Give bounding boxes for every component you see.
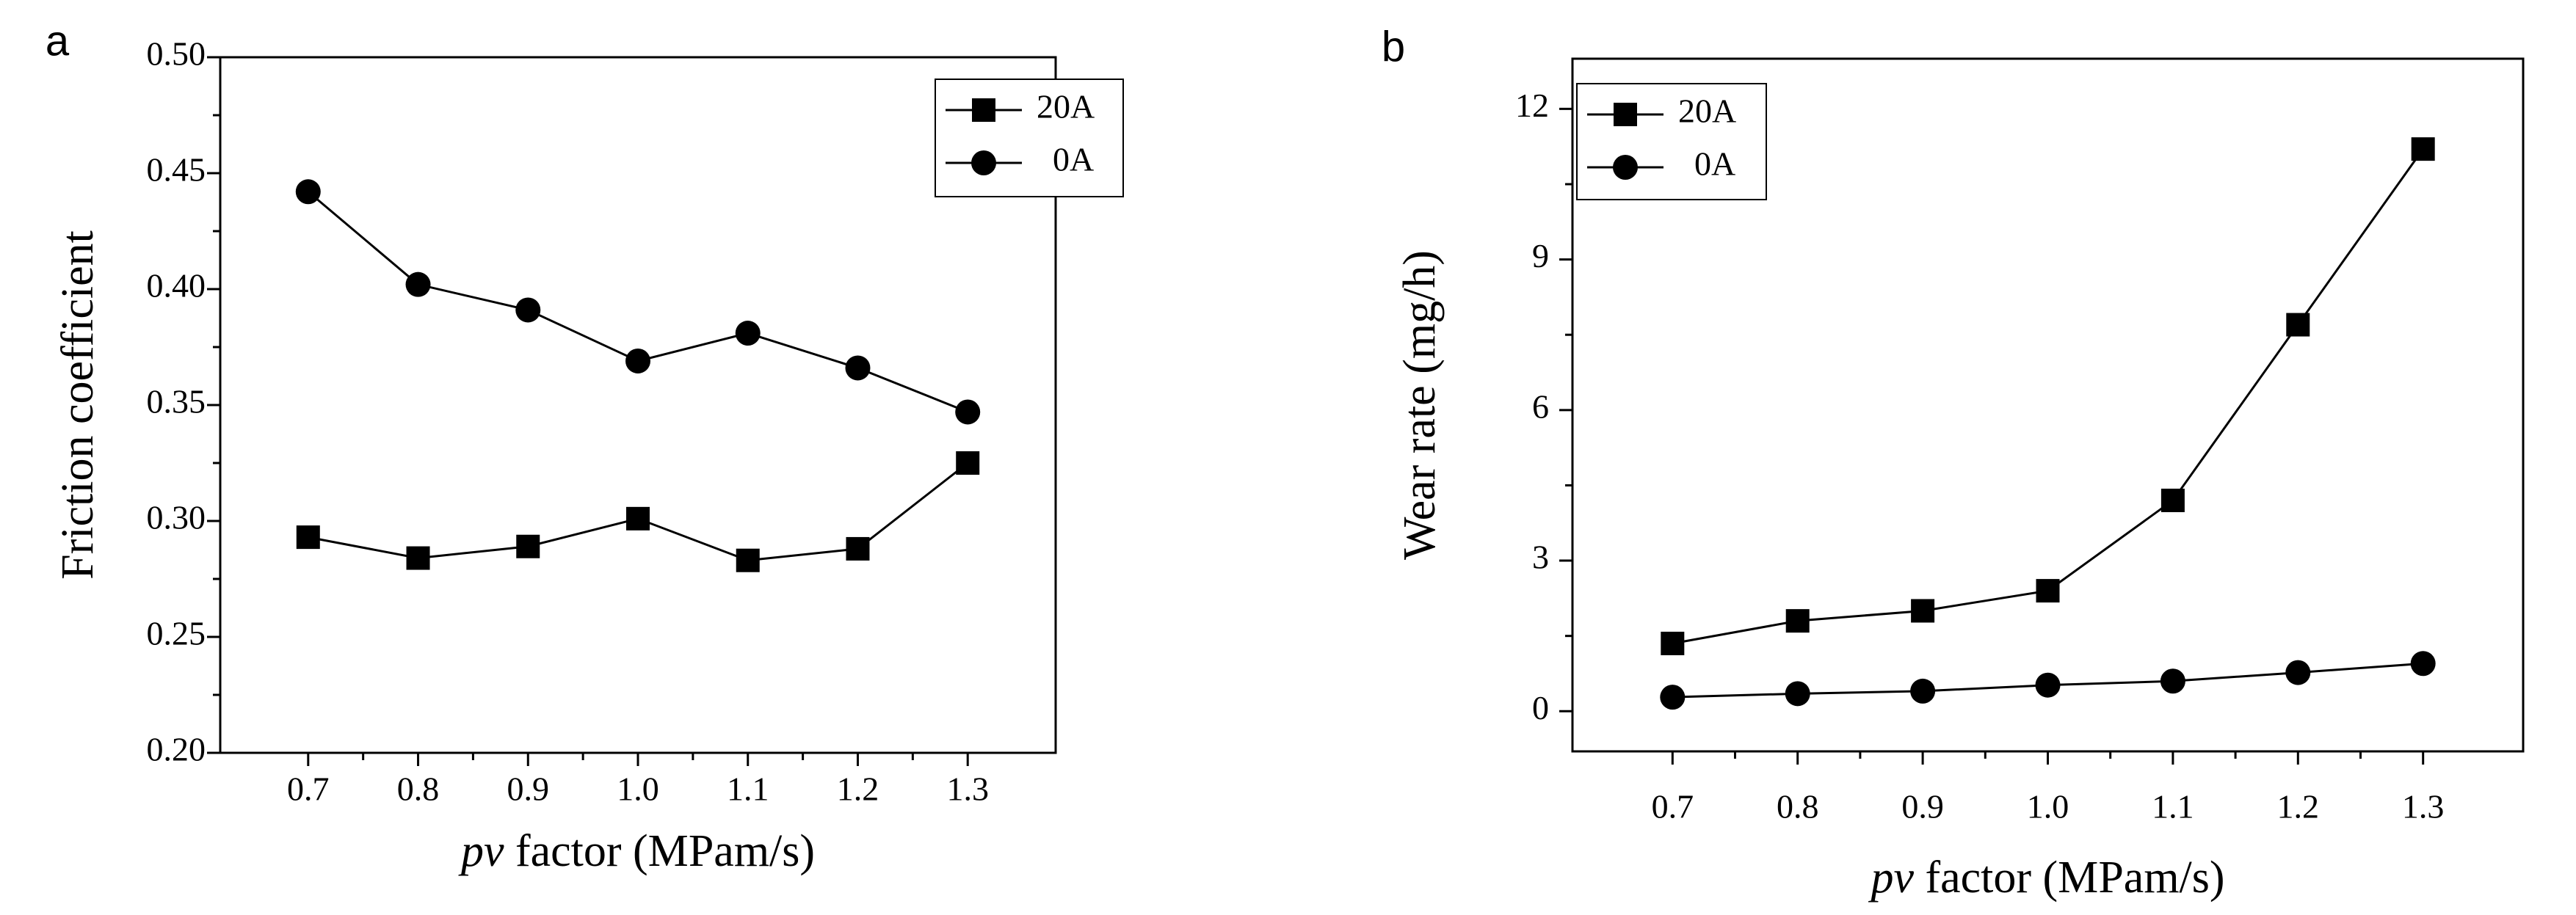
panel-b-series-0a-point <box>2285 660 2311 685</box>
panel-a-x-tick-label: 0.8 <box>397 770 440 808</box>
panel-a-y-tick-label: 0.50 <box>147 35 206 73</box>
panel-b-y-tick-label: 3 <box>1532 539 1549 576</box>
panel-b-x-axis-title-text: factor (MPam/s) <box>1914 853 2225 903</box>
panel-b-legend-marker-20a <box>1614 103 1637 126</box>
panel-a-legend-marker-0a <box>971 150 996 175</box>
panel-a-legend-marker-20a <box>972 98 995 122</box>
panel-b-series-20a-point <box>2411 137 2435 161</box>
panel-a-series-0a-point <box>845 355 871 381</box>
panel-a-x-tick-label: 1.2 <box>837 770 879 808</box>
panel-a-plot-frame <box>219 56 1057 754</box>
panel-b-series-20a-point <box>2160 488 2185 512</box>
panel-b-x-tick-label: 0.9 <box>1901 788 1944 825</box>
panel-b-series-20a-point <box>1785 609 1810 633</box>
panel-b-x-tick-label: 0.7 <box>1652 788 1694 825</box>
panel-a-y-tick-label: 0.45 <box>147 151 206 189</box>
panel-a-chart: a 0.7 0.8 0.9 1.0 1.1 1.2 1.3 0.20 0.25 0.30 0.35 0.… <box>46 17 1124 876</box>
panel-b-series-20a-point <box>2286 313 2310 337</box>
panel-a-y-tick-label: 0.35 <box>147 383 206 420</box>
panel-a-legend-label: 20A <box>1037 88 1095 125</box>
panel-b-legend-label: 20A <box>1678 92 1736 130</box>
panel-a-series-0a-point <box>515 297 541 323</box>
panel-b-y-tick-label: 0 <box>1532 689 1549 726</box>
panel-a-series-20a-point <box>406 546 430 570</box>
panel-a-y-tick-label: 0.25 <box>147 615 206 652</box>
panel-a-series-0a-point <box>625 348 650 373</box>
panel-b-legend-marker-0a <box>1613 155 1638 180</box>
panel-b-x-tick-label: 1.0 <box>2027 788 2069 825</box>
panel-a-x-axis-title-italic: pv <box>458 826 504 876</box>
panel-b-label: b <box>1382 23 1405 70</box>
panel-b-x-axis-title-italic: pv <box>1868 853 1914 903</box>
panel-b-x-axis-title: pv factor (MPam/s) <box>1868 853 2224 903</box>
panel-a-y-tick-label: 0.40 <box>147 267 206 305</box>
panel-a-x-tick-label: 1.3 <box>946 770 989 808</box>
panel-a-y-tick-label: 0.20 <box>147 731 206 768</box>
panel-b-legend-box <box>1576 83 1767 200</box>
panel-b-series-20a-point <box>1661 631 1685 655</box>
panel-a-x-axis-title: pv factor (MPam/s) <box>458 826 815 876</box>
panel-a-x-tick-label: 1.1 <box>727 770 769 808</box>
panel-a-x-tick-label: 0.7 <box>287 770 330 808</box>
panel-a-series-0a-point <box>735 321 761 346</box>
panel-b-series-20a-point <box>1911 599 1935 623</box>
panel-b-series-0a-point <box>1785 681 1810 707</box>
panel-a-series-0a-point <box>405 271 431 297</box>
panel-a-series-0a-point <box>295 179 321 205</box>
panel-a-y-tick-label: 0.30 <box>147 499 206 536</box>
panel-b-y-tick-label: 9 <box>1532 237 1549 274</box>
panel-a-legend-label: 0A <box>1053 141 1094 178</box>
panel-a-label: a <box>46 17 70 65</box>
panel-a-series-20a-point <box>846 536 870 561</box>
panel-a-series-20a-point <box>516 534 540 558</box>
panel-a-series-20a-point <box>626 506 650 531</box>
panel-a-series-20a-point <box>956 451 980 475</box>
panel-a-series-20a-point <box>736 548 760 572</box>
panel-b-series-20a-line <box>1672 148 2424 645</box>
panel-a-y-axis-title: Friction coefficient <box>53 230 103 580</box>
panel-b-legend-label: 0A <box>1694 145 1735 183</box>
panel-b-chart: b 0.7 0.8 0.9 1.0 1.1 1.2 1.3 0 3 6 9 12 Wear rate (m… <box>1382 23 2525 903</box>
panel-b-x-tick-label: 1.2 <box>2277 788 2320 825</box>
panel-a-series-0a-point <box>955 399 981 425</box>
panel-b-y-axis-title: Wear rate (mg/h) <box>1395 250 1445 560</box>
panel-a-x-tick-label: 1.0 <box>617 770 659 808</box>
panel-b-series-0a-point <box>2160 668 2185 694</box>
panel-b-x-tick-label: 1.3 <box>2402 788 2445 825</box>
panel-a-x-axis-title-text: factor (MPam/s) <box>504 826 815 876</box>
panel-b-series-0a-point <box>1910 678 1936 704</box>
panel-b-y-tick-label: 6 <box>1532 387 1549 425</box>
panel-b-series-0a-point <box>2035 672 2061 698</box>
panel-b-y-tick-label: 12 <box>1515 87 1549 124</box>
panel-a-series-20a-point <box>296 525 320 550</box>
panel-b-x-tick-label: 0.8 <box>1777 788 1819 825</box>
panel-b-x-tick-label: 1.1 <box>2152 788 2194 825</box>
panel-b-series-20a-point <box>2036 579 2060 603</box>
panel-b-series-0a-point <box>2410 651 2436 677</box>
panel-b-series-0a-point <box>1660 685 1686 710</box>
panel-a-x-tick-label: 0.9 <box>507 770 550 808</box>
panel-a-legend-box <box>935 79 1124 197</box>
panel-a-series-0a-line <box>307 191 968 413</box>
